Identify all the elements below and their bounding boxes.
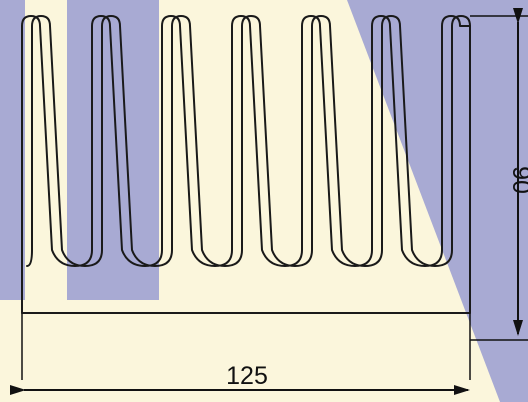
diagonal-accent-band <box>347 0 528 402</box>
center-accent-band <box>67 0 159 300</box>
heatsink-fins-outline <box>21 15 471 267</box>
left-accent-band <box>0 0 25 300</box>
width-dimension-label: 125 <box>226 362 268 390</box>
height-dimension-label: 90 <box>507 166 528 194</box>
